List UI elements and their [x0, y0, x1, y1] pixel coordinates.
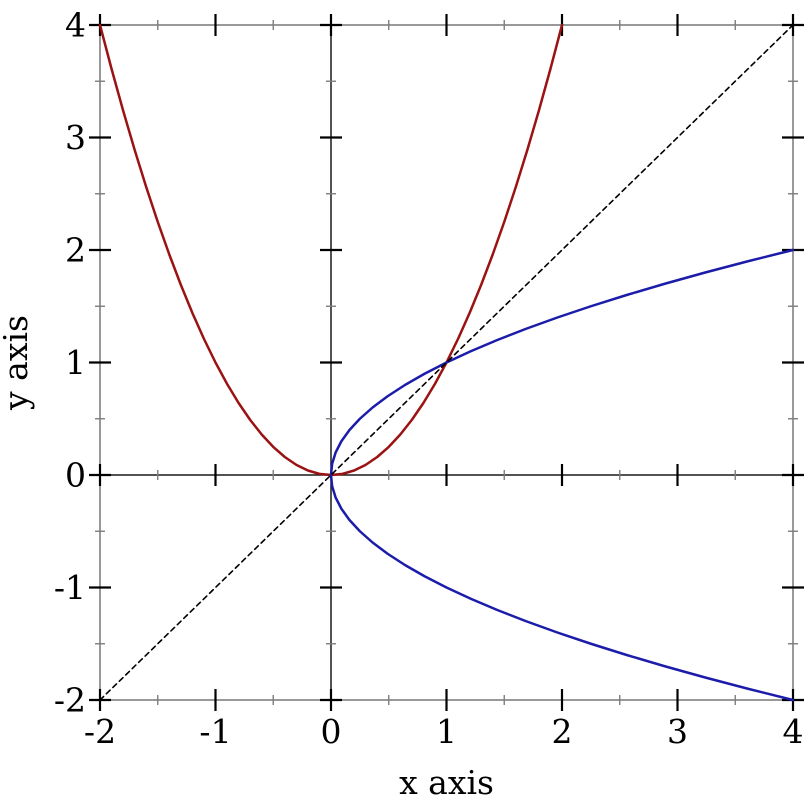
y-tick-label: -1: [54, 568, 86, 607]
y-tick-label: -2: [54, 681, 86, 720]
x-tick-label: -1: [199, 712, 231, 751]
x-tick-label: 3: [667, 712, 688, 751]
y-tick-label: 3: [65, 118, 86, 157]
y-tick-label: 4: [65, 6, 86, 45]
series-1-curve: [329, 248, 795, 702]
y-tick-label: 1: [65, 343, 86, 382]
y-axis-label: y axis: [0, 315, 35, 411]
tick-marks: [89, 14, 804, 711]
x-tick-label: 2: [552, 712, 573, 751]
plot-render-root: -2 -1 0 1 2 3 4 -2 -1 0 1 2 3 4: [54, 6, 804, 751]
series-2-curve: [99, 24, 794, 701]
x-tick-label: 1: [436, 712, 457, 751]
x-tick-labels: -2 -1 0 1 2 3 4: [84, 712, 804, 751]
y-tick-label: 0: [65, 456, 86, 495]
y-tick-label: 2: [65, 231, 86, 270]
x-tick-label: 0: [321, 712, 342, 751]
y-tick-labels: -2 -1 0 1 2 3 4: [54, 6, 86, 720]
x-tick-label: 4: [783, 712, 804, 751]
x-axis-label: x axis: [399, 763, 494, 802]
x-tick-label: -2: [84, 712, 116, 751]
